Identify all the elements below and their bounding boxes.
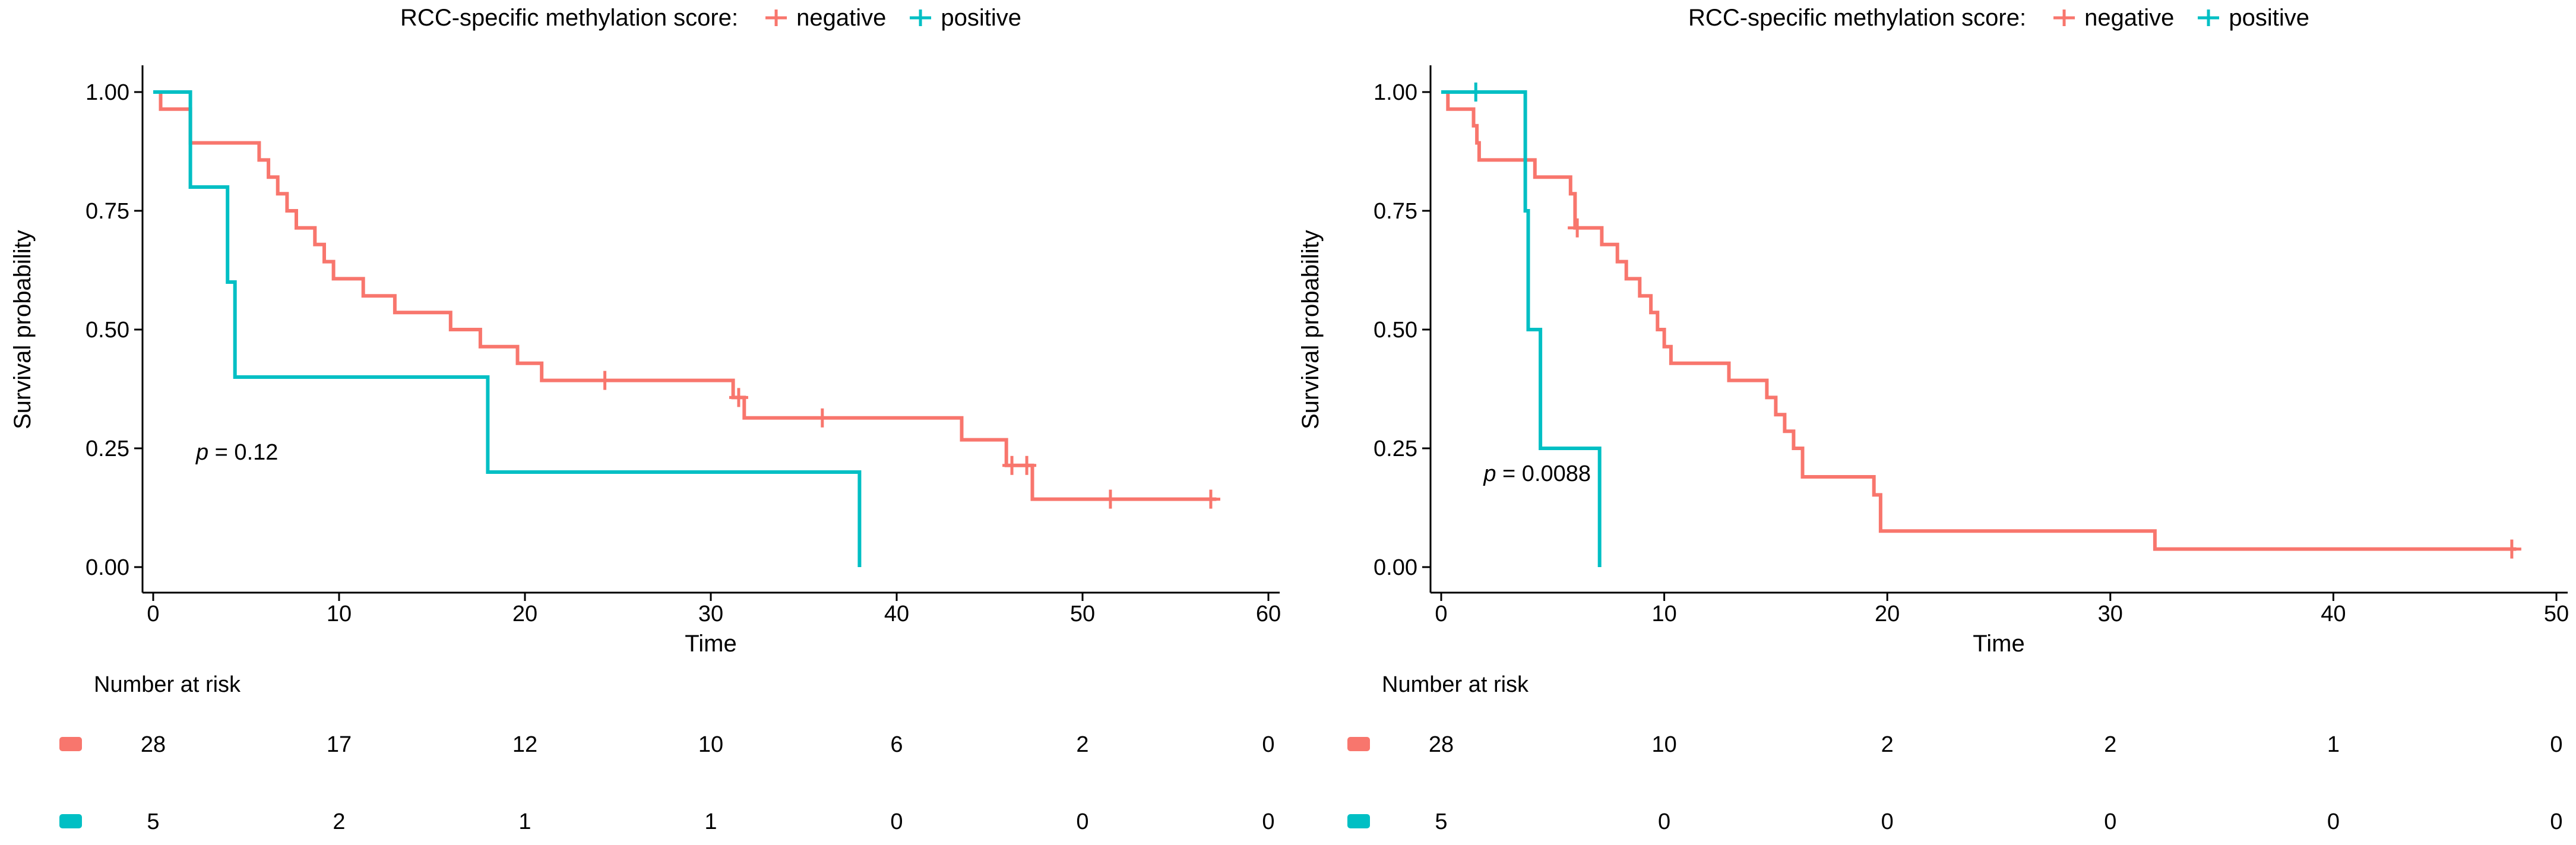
x-axis-label: Time xyxy=(1973,631,2025,657)
legend-key-positive: positive xyxy=(906,4,1021,32)
p-value: p = 0.12 xyxy=(196,440,278,466)
risk-count: 2 xyxy=(1881,732,1894,757)
plot-title: RCC-specific methylation score: xyxy=(400,4,739,31)
y-tick-label: 0.50 xyxy=(1374,318,1417,343)
risk-count: 0 xyxy=(2104,809,2116,834)
y-tick-label: 1.00 xyxy=(1374,80,1417,105)
x-tick-label: 10 xyxy=(327,602,352,626)
survival-curve-positive xyxy=(153,90,862,567)
risk-count: 5 xyxy=(1435,809,1447,834)
legend-key-negative: negative xyxy=(2050,4,2174,32)
plot-header: RCC-specific methylation score: negative… xyxy=(1688,4,2309,32)
x-tick-label: 40 xyxy=(884,602,909,626)
risk-row-marker-negative xyxy=(1347,737,1370,751)
risk-count: 1 xyxy=(2327,732,2340,757)
risk-row-marker-negative xyxy=(59,737,82,751)
survival-curve-negative xyxy=(153,90,1217,501)
risk-row-marker-positive xyxy=(59,814,82,828)
x-tick-label: 20 xyxy=(1875,602,1900,626)
x-tick-label: 0 xyxy=(147,602,159,626)
x-tick-label: 60 xyxy=(1256,602,1281,626)
p-symbol: p xyxy=(195,440,209,465)
y-tick-label: 0.75 xyxy=(86,199,129,224)
p-symbol: p xyxy=(1483,461,1496,486)
x-tick-label: 50 xyxy=(2544,602,2569,626)
y-tick-label: 0.25 xyxy=(86,436,129,461)
y-tick-label: 1.00 xyxy=(86,80,129,105)
legend-label: negative xyxy=(796,4,887,31)
legend-label: negative xyxy=(2084,4,2175,31)
risk-count: 0 xyxy=(1076,809,1088,834)
plus-marker-icon xyxy=(2198,10,2220,26)
risk-count: 10 xyxy=(1651,732,1676,757)
risk-count: 0 xyxy=(1262,732,1274,757)
risk-count: 0 xyxy=(2550,732,2562,757)
risk-count: 2 xyxy=(1076,732,1088,757)
x-tick-label: 30 xyxy=(698,602,723,626)
risk-table-header: Number at risk xyxy=(94,672,241,697)
risk-count: 10 xyxy=(698,732,723,757)
legend: negative positive xyxy=(2050,4,2309,32)
risk-count: 0 xyxy=(2550,809,2562,834)
y-tick-label: 0.25 xyxy=(1374,436,1417,461)
risk-count: 0 xyxy=(1262,809,1274,834)
p-value: p = 0.0088 xyxy=(1483,461,1591,487)
plot-title: RCC-specific methylation score: xyxy=(1688,4,2027,31)
risk-count: 2 xyxy=(333,809,345,834)
risk-count: 0 xyxy=(2327,809,2340,834)
p-text: = 0.0088 xyxy=(1496,461,1591,486)
x-tick-label: 50 xyxy=(1070,602,1095,626)
risk-count: 28 xyxy=(1429,732,1454,757)
x-tick-label: 10 xyxy=(1651,602,1676,626)
survival-curve-positive xyxy=(1441,90,1602,567)
risk-count: 2 xyxy=(2104,732,2116,757)
plus-marker-icon xyxy=(2053,10,2075,26)
p-text: = 0.12 xyxy=(208,440,279,465)
risk-table-header: Number at risk xyxy=(1382,672,1529,697)
risk-count: 0 xyxy=(1658,809,1670,834)
legend-key-positive: positive xyxy=(2194,4,2309,32)
y-tick-label: 0.00 xyxy=(1374,555,1417,580)
panel-right: RCC-specific methylation score: negative… xyxy=(1288,0,2576,845)
panel-left: RCC-specific methylation score: negative… xyxy=(10,4,1281,835)
risk-count: 0 xyxy=(890,809,903,834)
risk-count: 1 xyxy=(704,809,717,834)
x-tick-label: 30 xyxy=(2098,602,2123,626)
plus-marker-icon xyxy=(765,10,787,26)
y-tick-label: 0.50 xyxy=(86,318,129,343)
legend-label: positive xyxy=(2229,4,2309,31)
plus-marker-icon xyxy=(910,10,932,26)
x-tick-label: 20 xyxy=(512,602,537,626)
x-tick-label: 40 xyxy=(2321,602,2346,626)
y-axis-label: Survival probability xyxy=(10,230,36,429)
x-tick-label: 0 xyxy=(1435,602,1447,626)
risk-count: 6 xyxy=(890,732,903,757)
risk-count: 1 xyxy=(518,809,531,834)
legend-label: positive xyxy=(941,4,1021,31)
x-axis-label: Time xyxy=(685,631,737,657)
survival-curve-negative xyxy=(1441,90,2517,551)
legend-key-negative: negative xyxy=(762,4,886,32)
y-axis-label: Survival probability xyxy=(1298,230,1324,429)
plot-header: RCC-specific methylation score: negative… xyxy=(400,4,1021,32)
risk-count: 5 xyxy=(147,809,159,834)
risk-row-marker-positive xyxy=(1347,814,1370,828)
legend: negative positive xyxy=(762,4,1021,32)
y-tick-label: 0.00 xyxy=(86,555,129,580)
risk-count: 0 xyxy=(1881,809,1894,834)
risk-count: 12 xyxy=(512,732,537,757)
y-tick-label: 0.75 xyxy=(1374,199,1417,224)
risk-count: 28 xyxy=(141,732,166,757)
risk-count: 17 xyxy=(327,732,352,757)
